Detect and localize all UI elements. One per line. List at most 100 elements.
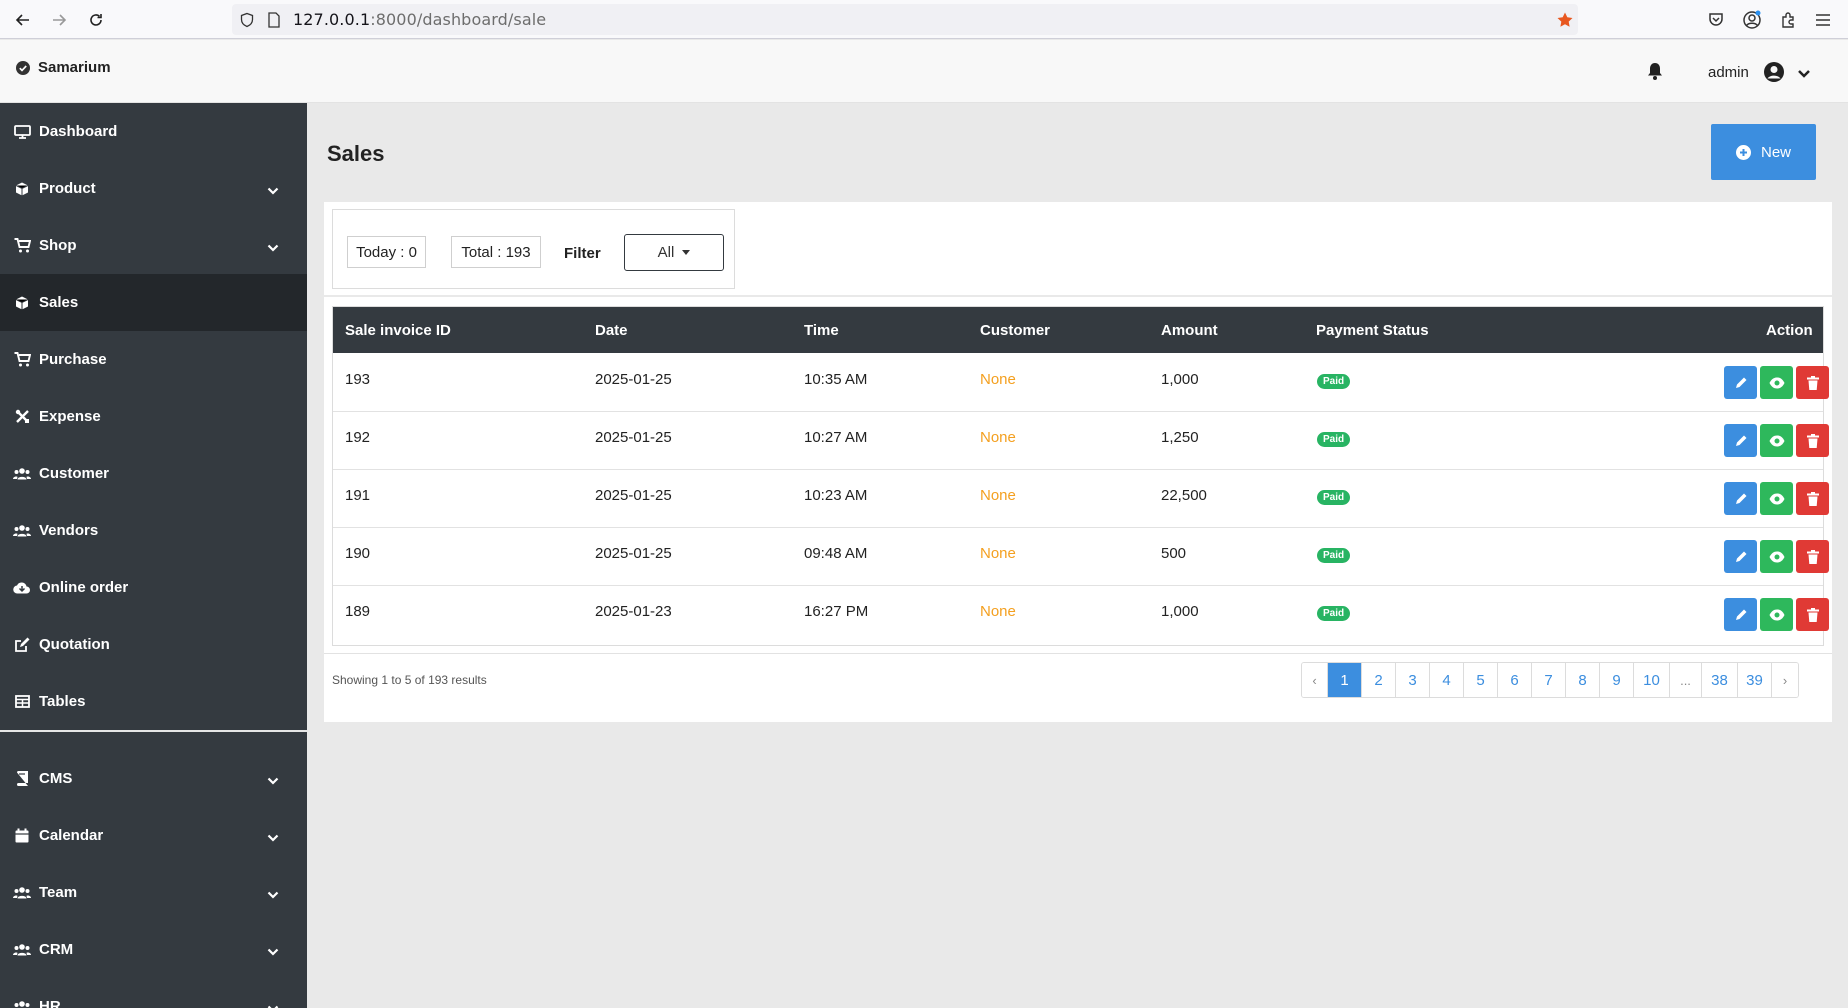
cube-icon — [12, 296, 32, 310]
page-link[interactable]: 39 — [1738, 663, 1772, 697]
trash-icon — [1806, 433, 1819, 448]
time-cell: 16:27 PM — [804, 603, 869, 620]
column-header[interactable]: Sale invoice ID — [345, 322, 451, 339]
sidebar-item-shop[interactable]: Shop — [0, 217, 307, 274]
view-button[interactable] — [1760, 482, 1793, 515]
edit-button[interactable] — [1724, 366, 1757, 399]
trash-icon — [1806, 375, 1819, 390]
column-header[interactable]: Amount — [1161, 322, 1218, 339]
cloud-icon — [12, 581, 32, 594]
brand[interactable]: Samarium — [16, 59, 111, 76]
results-summary: Showing 1 to 5 of 193 results — [332, 673, 487, 687]
menu-icon[interactable] — [1812, 9, 1834, 31]
new-sale-button[interactable]: New — [1711, 124, 1816, 180]
column-header[interactable]: Time — [804, 322, 839, 339]
plus-circle-icon — [1735, 144, 1751, 160]
chevron-down-icon — [267, 182, 279, 199]
sidebar-item-online-order[interactable]: Online order — [0, 559, 307, 616]
chevron-down-icon — [267, 886, 279, 903]
delete-button[interactable] — [1796, 598, 1829, 631]
account-icon[interactable] — [1741, 9, 1763, 31]
bell-icon[interactable] — [1647, 62, 1663, 85]
page-link[interactable]: 1 — [1328, 663, 1362, 697]
delete-button[interactable] — [1796, 424, 1829, 457]
edit-button[interactable] — [1724, 424, 1757, 457]
column-header[interactable]: Customer — [980, 322, 1051, 339]
page-link[interactable]: 8 — [1566, 663, 1600, 697]
page-link[interactable]: 10 — [1634, 663, 1670, 697]
sidebar-item-calendar[interactable]: Calendar — [0, 807, 307, 864]
address-bar[interactable] — [232, 4, 1578, 35]
filter-dropdown[interactable]: All — [624, 234, 724, 271]
bookmark-star-icon[interactable] — [1554, 9, 1576, 31]
delete-button[interactable] — [1796, 482, 1829, 515]
sidebar-item-expense[interactable]: Expense — [0, 388, 307, 445]
date-cell: 2025-01-25 — [595, 545, 672, 562]
url-text: 127.0.0.1:8000/dashboard/sale — [293, 10, 547, 29]
page-link[interactable]: 3 — [1396, 663, 1430, 697]
column-header[interactable]: Date — [595, 322, 628, 339]
page-link[interactable]: 2 — [1362, 663, 1396, 697]
edit-button[interactable] — [1724, 540, 1757, 573]
page-link[interactable]: 38 — [1702, 663, 1738, 697]
status-badge: Paid — [1317, 432, 1351, 447]
cube-icon — [12, 182, 32, 196]
prev-page-button[interactable]: ‹ — [1302, 663, 1328, 697]
sidebar-item-customer[interactable]: Customer — [0, 445, 307, 502]
sidebar-item-purchase[interactable]: Purchase — [0, 331, 307, 388]
pencil-icon — [1734, 550, 1748, 564]
sidebar-item-hr[interactable]: HR — [0, 978, 307, 1008]
extensions-icon[interactable] — [1777, 9, 1799, 31]
invoice-id-cell: 191 — [345, 487, 371, 504]
sidebar-divider — [0, 730, 307, 732]
chevron-down-icon[interactable] — [1797, 66, 1811, 84]
shield-icon — [236, 9, 258, 31]
amount-cell: 1,000 — [1161, 603, 1199, 620]
view-button[interactable] — [1760, 366, 1793, 399]
sidebar-item-sales[interactable]: Sales — [0, 274, 307, 331]
sidebar-item-vendors[interactable]: Vendors — [0, 502, 307, 559]
sidebar-item-dashboard[interactable]: Dashboard — [0, 103, 307, 160]
date-cell: 2025-01-25 — [595, 371, 672, 388]
edit-icon — [12, 637, 32, 653]
delete-button[interactable] — [1796, 366, 1829, 399]
trash-icon — [1806, 491, 1819, 506]
page-link[interactable]: 7 — [1532, 663, 1566, 697]
delete-button[interactable] — [1796, 540, 1829, 573]
view-button[interactable] — [1760, 424, 1793, 457]
column-header[interactable]: Payment Status — [1316, 322, 1429, 339]
sidebar-item-team[interactable]: Team — [0, 864, 307, 921]
user-circle-icon[interactable] — [1763, 61, 1785, 88]
edit-button[interactable] — [1724, 598, 1757, 631]
amount-cell: 1,250 — [1161, 429, 1199, 446]
sidebar-item-product[interactable]: Product — [0, 160, 307, 217]
eye-icon — [1769, 609, 1785, 621]
user-name[interactable]: admin — [1708, 64, 1749, 81]
sidebar-item-quotation[interactable]: Quotation — [0, 616, 307, 673]
next-page-button[interactable]: › — [1772, 663, 1798, 697]
edit-button[interactable] — [1724, 482, 1757, 515]
view-button[interactable] — [1760, 598, 1793, 631]
pencil-icon — [1734, 608, 1748, 622]
reload-icon[interactable] — [84, 8, 108, 32]
sidebar-item-crm[interactable]: CRM — [0, 921, 307, 978]
page-link[interactable]: 6 — [1498, 663, 1532, 697]
eye-icon — [1769, 551, 1785, 563]
page-link[interactable]: 4 — [1430, 663, 1464, 697]
today-count: Today : 0 — [347, 236, 426, 268]
status-badge: Paid — [1317, 548, 1351, 563]
eye-icon — [1769, 493, 1785, 505]
sidebar-item-cms[interactable]: CMS — [0, 750, 307, 807]
total-count: Total : 193 — [451, 236, 541, 268]
page-link[interactable]: 5 — [1464, 663, 1498, 697]
sidebar-item-tables[interactable]: Tables — [0, 673, 307, 730]
back-arrow-icon[interactable] — [11, 8, 35, 32]
page-link[interactable]: 9 — [1600, 663, 1634, 697]
sales-table-card: Sale invoice ID Date Time Customer Amoun… — [324, 297, 1832, 722]
page-title: Sales — [327, 141, 385, 166]
pocket-icon[interactable] — [1705, 9, 1727, 31]
forward-arrow-icon[interactable] — [47, 8, 71, 32]
view-button[interactable] — [1760, 540, 1793, 573]
users-icon — [12, 943, 32, 956]
users-icon — [12, 1000, 32, 1008]
